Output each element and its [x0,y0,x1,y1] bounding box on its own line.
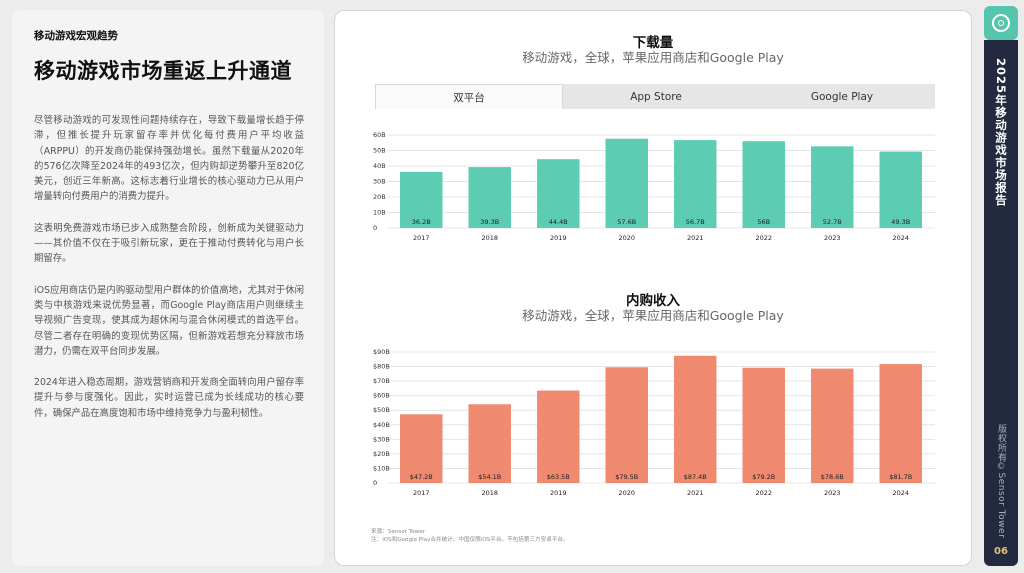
revenue-y-tick-label: 0 [373,479,377,487]
downloads-bar [742,141,785,228]
downloads-bar [879,151,922,228]
downloads-value-label: 39.3B [480,218,499,226]
downloads-y-tick-label: 0 [373,224,377,232]
revenue-value-label: $81.7B [889,473,912,481]
section-label: 移动游戏宏观趋势 [34,30,118,42]
sensor-tower-logo-icon [984,6,1018,40]
downloads-x-tick-label: 2020 [618,234,635,242]
downloads-bar [400,171,443,228]
revenue-value-label: $87.4B [684,473,707,481]
downloads-bar [537,159,580,228]
downloads-x-tick-label: 2023 [824,234,841,242]
revenue-bar-chart: 0 $10B $20B $30B $40B $50B $60B $70B $80B $90B $47… [373,348,935,497]
revenue-x-tick-label: 2018 [481,489,498,497]
downloads-value-label: 56.7B [686,218,705,226]
revenue-y-tick-label: $30B [373,435,390,443]
downloads-x-tick-label: 2017 [413,234,430,242]
revenue-x-tick-label: 2023 [824,489,841,497]
downloads-value-label: 56B [757,218,770,226]
downloads-bar [674,140,717,228]
paragraph-3: iOS应用商店仍是内购驱动型用户群体的价值高地，尤其对于休闲类与中核游戏来说优势… [34,284,304,357]
downloads-bar-chart: 0 10B 20B 30B 40B 50B 60B 36.2B 2017 39.3B 2018 44.… [373,131,935,242]
revenue-bar [879,364,922,483]
downloads-y-tick-label: 30B [373,178,386,186]
report-title: 2025年移动游戏市场报告 [994,58,1008,207]
downloads-x-tick-label: 2021 [687,234,704,242]
revenue-bar [537,390,580,483]
revenue-y-tick-label: $90B [373,348,390,356]
tab-both-platforms[interactable]: 双平台 [375,84,563,109]
downloads-value-label: 52.7B [823,218,842,226]
downloads-x-tick-label: 2018 [481,234,498,242]
revenue-y-tick-label: $80B [373,363,390,371]
downloads-x-tick-label: 2022 [755,234,772,242]
revenue-y-tick-label: $40B [373,421,390,429]
revenue-bar [400,414,443,483]
downloads-y-tick-label: 50B [373,147,386,155]
revenue-x-tick-label: 2021 [687,489,704,497]
downloads-chart-subtitle: 移动游戏，全球，苹果应用商店和Google Play [522,50,784,65]
revenue-bar [674,355,717,483]
revenue-bar [742,367,785,483]
revenue-x-tick-label: 2017 [413,489,430,497]
downloads-y-tick-label: 40B [373,162,386,170]
revenue-x-tick-label: 2022 [755,489,772,497]
downloads-value-label: 49.3B [891,218,910,226]
downloads-bar [605,138,648,228]
revenue-y-tick-label: $20B [373,450,390,458]
downloads-y-tick-label: 60B [373,131,386,139]
revenue-value-label: $79.2B [752,473,775,481]
source-line: 来源：Sensor Tower [371,529,425,535]
downloads-bar [811,146,854,228]
downloads-x-tick-label: 2024 [892,234,909,242]
revenue-chart-subtitle: 移动游戏，全球，苹果应用商店和Google Play [522,308,784,323]
revenue-bar [605,367,648,483]
downloads-value-label: 36.2B [412,218,431,226]
downloads-bar [468,167,511,228]
downloads-value-label: 57.6B [617,218,636,226]
revenue-bar [811,368,854,483]
downloads-chart-title: 下载量 [632,35,674,51]
revenue-y-tick-label: $10B [373,464,390,472]
revenue-value-label: $63.5B [547,473,570,481]
paragraph-4: 2024年进入稳态周期，游戏营销商和开发商全面转向用户留存率提升与参与度强化。因… [34,377,304,419]
downloads-x-tick-label: 2019 [550,234,567,242]
revenue-x-tick-label: 2020 [618,489,635,497]
text-panel: 移动游戏宏观趋势 移动游戏市场重返上升通道 尽管移动游戏的可发现性问题持续存在，… [12,10,324,566]
revenue-x-tick-label: 2019 [550,489,567,497]
revenue-y-tick-label: $50B [373,406,390,414]
revenue-bar [468,404,511,483]
revenue-value-label: $79.5B [615,473,638,481]
note-line: 注：iOS和Google Play合并统计。中国仅限iOS平台。不包括第三方安卓… [371,537,569,543]
downloads-y-tick-label: 10B [373,209,386,217]
charts-card: 下载量 移动游戏，全球，苹果应用商店和Google Play 双平台 App S… [334,10,972,566]
revenue-value-label: $78.6B [821,473,844,481]
revenue-y-tick-label: $60B [373,392,390,400]
revenue-chart-title: 内购收入 [626,293,680,309]
report-sidebar [984,40,1018,566]
revenue-value-label: $47.2B [410,473,433,481]
page-number: 06 [994,546,1008,557]
downloads-y-tick-label: 20B [373,193,386,201]
source-note: 来源：Sensor Tower 注：iOS和Google Play合并统计。中国… [371,528,569,544]
page-title: 移动游戏市场重返上升通道 [34,59,292,83]
revenue-x-tick-label: 2024 [892,489,909,497]
paragraph-2: 这表明免费游戏市场已步入成熟整合阶段，创新成为关键驱动力——其价值不仅在于吸引新… [34,222,304,265]
revenue-value-label: $54.1B [478,473,501,481]
copyright-text: 版权所有©Sensor Tower [996,424,1006,539]
tab-google-play[interactable]: Google Play [810,90,874,103]
revenue-y-tick-label: $70B [373,377,390,385]
tab-app-store[interactable]: App Store [630,90,682,103]
platform-tabs: 双平台 App Store Google Play [375,84,935,109]
paragraph-1: 尽管移动游戏的可发现性问题持续存在，导致下载量增长趋于停滞，但推长提升玩家留存率… [34,115,304,203]
downloads-value-label: 44.4B [549,218,568,226]
